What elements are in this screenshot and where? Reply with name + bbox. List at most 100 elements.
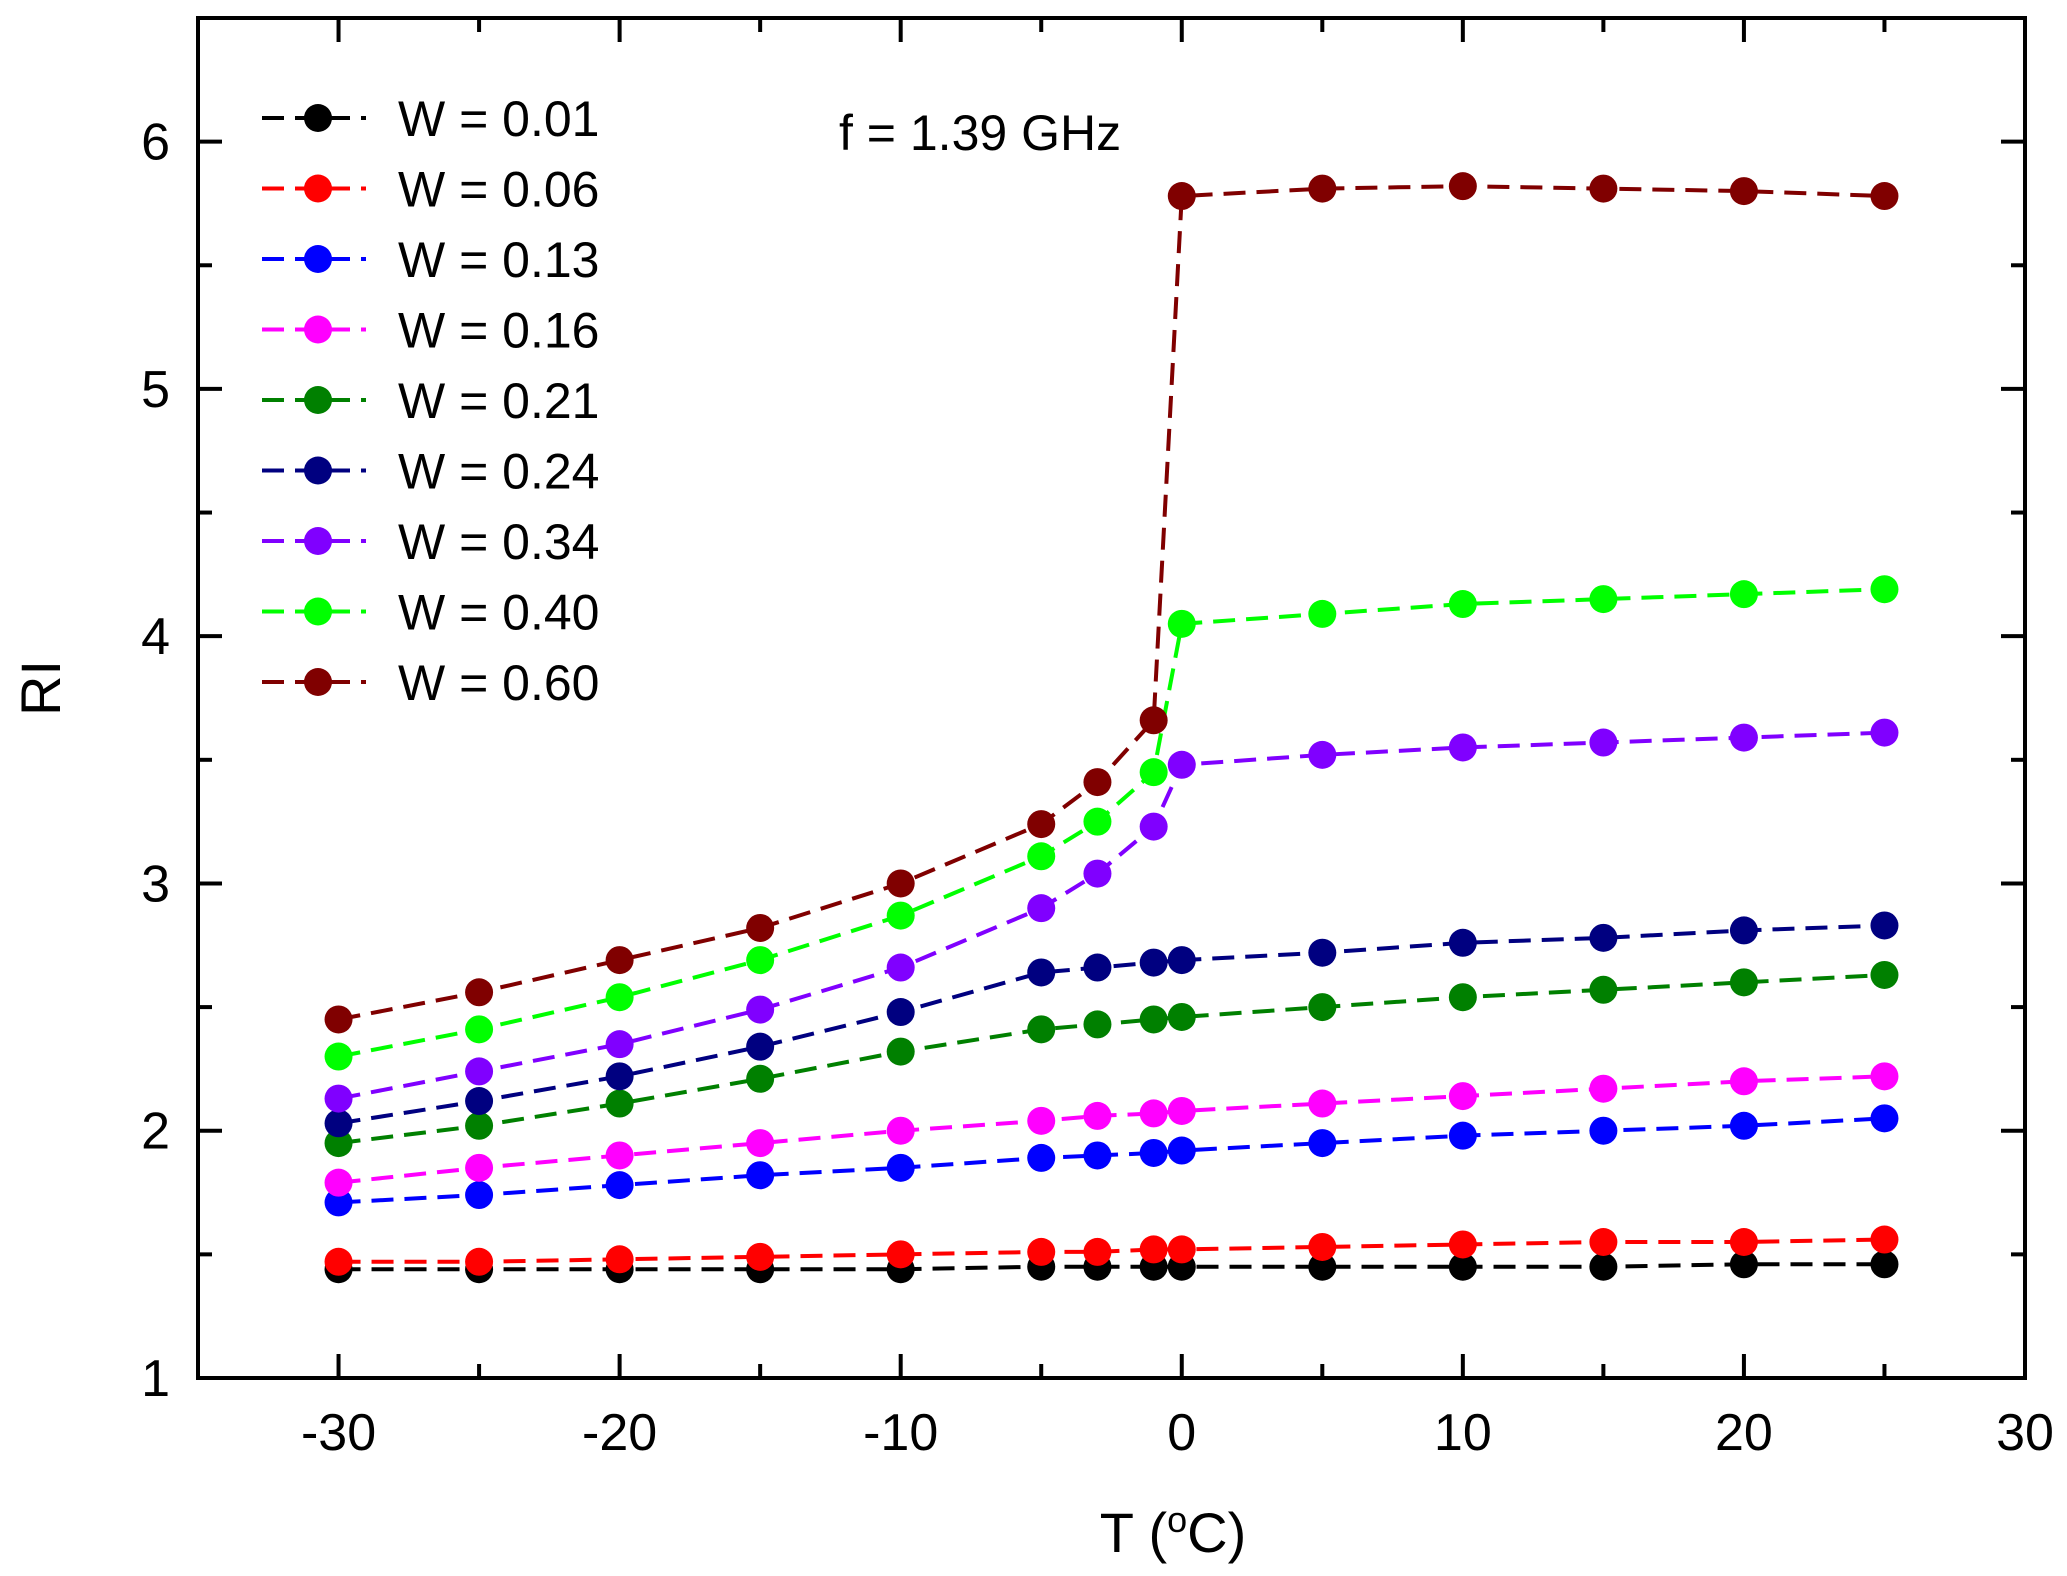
data-point xyxy=(886,953,915,982)
data-point xyxy=(1083,1101,1112,1130)
data-point xyxy=(605,1062,634,1091)
legend-label: W = 0.40 xyxy=(398,585,600,641)
data-point xyxy=(465,1153,494,1182)
data-point xyxy=(1589,923,1618,952)
data-point xyxy=(1139,706,1168,735)
data-point xyxy=(1448,928,1477,957)
legend-marker xyxy=(304,527,332,555)
legend-label: W = 0.01 xyxy=(398,91,600,147)
data-point xyxy=(1729,580,1758,609)
data-point xyxy=(1308,740,1337,769)
data-point xyxy=(1448,1121,1477,1150)
y-tick-label: 2 xyxy=(141,1103,170,1161)
y-axis: 1 2 3 4 5 6 xyxy=(141,16,2025,1408)
data-point xyxy=(1448,172,1477,201)
y-tick-label: 1 xyxy=(141,1350,170,1408)
legend-marker xyxy=(304,456,332,485)
data-point xyxy=(324,1109,353,1138)
series-line xyxy=(338,184,1885,1022)
series-line xyxy=(338,730,1885,1101)
legend-label: W = 0.16 xyxy=(398,303,600,359)
data-point xyxy=(1870,960,1899,989)
data-point xyxy=(465,1087,494,1116)
data-point xyxy=(1027,810,1056,839)
data-point xyxy=(1027,1106,1056,1135)
data-point xyxy=(465,1057,494,1086)
x-axis-title: T (oC) xyxy=(1100,1499,1247,1564)
data-point xyxy=(1589,1116,1618,1145)
data-point xyxy=(1027,894,1056,923)
data-point xyxy=(1729,1067,1758,1096)
data-point xyxy=(1589,585,1618,614)
data-point xyxy=(1083,1237,1112,1266)
data-point xyxy=(746,1129,775,1158)
data-point xyxy=(465,1247,494,1276)
y-tick-label: 6 xyxy=(141,114,170,172)
data-point xyxy=(1448,983,1477,1012)
data-point xyxy=(886,1037,915,1066)
data-point xyxy=(1448,590,1477,619)
data-point xyxy=(1027,1015,1056,1044)
data-point xyxy=(1589,1252,1618,1281)
legend-marker xyxy=(304,597,332,626)
data-point xyxy=(1167,1136,1196,1165)
data-point xyxy=(324,1129,353,1158)
x-axis-title-degree: o xyxy=(1167,1499,1187,1540)
data-point xyxy=(1729,723,1758,752)
data-point xyxy=(1729,1228,1758,1256)
series-line xyxy=(338,1237,1885,1264)
data-point xyxy=(1589,1074,1618,1103)
data-point xyxy=(1448,733,1477,762)
data-point xyxy=(1308,174,1337,203)
data-point xyxy=(324,1188,353,1217)
data-point xyxy=(324,1042,353,1071)
data-point xyxy=(1308,1232,1337,1261)
data-point xyxy=(605,1141,634,1170)
data-point xyxy=(1870,1250,1899,1279)
data-point xyxy=(1729,1250,1758,1279)
legend: W = 0.01 W = 0.06 W = 0.13 W = 0.16 W = 0.21… xyxy=(262,91,600,711)
data-point xyxy=(324,1168,353,1197)
legend-marker xyxy=(304,245,332,273)
data-point xyxy=(746,1161,775,1190)
data-point xyxy=(746,995,775,1024)
data-point xyxy=(605,983,634,1012)
data-point xyxy=(1308,938,1337,967)
data-point xyxy=(746,946,775,975)
data-point xyxy=(1167,182,1196,211)
series-line xyxy=(338,1116,1885,1205)
data-point xyxy=(1083,768,1112,797)
data-point xyxy=(605,1089,634,1118)
data-point xyxy=(1870,1225,1899,1254)
data-point xyxy=(1589,975,1618,1004)
data-point xyxy=(605,946,634,975)
data-point xyxy=(886,869,915,898)
data-point xyxy=(465,1111,494,1140)
data-point xyxy=(1308,1129,1337,1158)
data-point xyxy=(886,1116,915,1145)
data-point xyxy=(324,1005,353,1034)
data-point xyxy=(1139,1235,1168,1264)
data-point xyxy=(746,1242,775,1271)
data-point xyxy=(1083,953,1112,982)
data-point xyxy=(324,1084,353,1113)
data-point xyxy=(1083,859,1112,888)
series-line xyxy=(338,972,1885,1146)
data-point xyxy=(1448,1082,1477,1111)
frequency-annotation: f = 1.39 GHz xyxy=(839,105,1121,161)
data-point xyxy=(1167,1096,1196,1125)
series-line xyxy=(338,587,1885,1059)
data-point xyxy=(1308,599,1337,628)
data-point xyxy=(1139,812,1168,841)
data-point xyxy=(1589,1228,1618,1256)
data-point xyxy=(746,1064,775,1093)
data-point xyxy=(324,1247,353,1276)
data-point xyxy=(1139,1005,1168,1034)
legend-label: W = 0.34 xyxy=(398,514,600,570)
data-point xyxy=(465,978,494,1007)
data-point xyxy=(1589,174,1618,203)
x-tick-label: -30 xyxy=(301,1404,376,1462)
data-point xyxy=(886,1240,915,1269)
series-line xyxy=(338,923,1885,1126)
